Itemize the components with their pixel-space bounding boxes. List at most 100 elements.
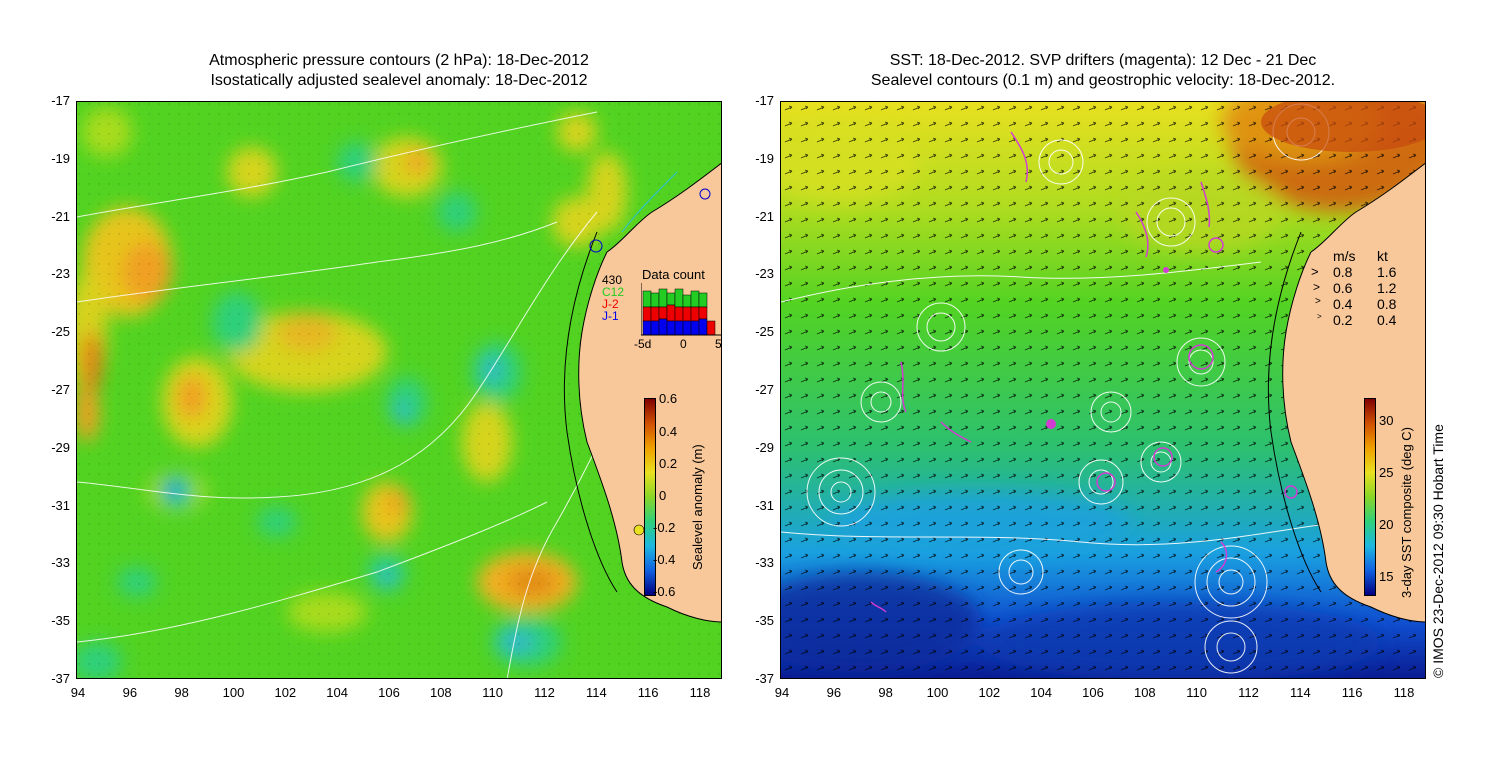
right-x-tick-label: 100 [926, 685, 949, 700]
left-x-tick-label: 106 [378, 685, 400, 700]
left-x-tick-label: 114 [585, 685, 607, 700]
left-x-tick-label: 96 [122, 685, 138, 700]
right-x-tick-label: 110 [1186, 685, 1208, 700]
sealevel-contours [781, 103, 1342, 674]
left-y-tick-label: -29 [51, 439, 70, 455]
right-x-tick-label: 94 [774, 685, 790, 700]
imos-credit: © IMOS 23-Dec-2012 09:30 Hobart Time [1430, 424, 1446, 678]
velocity-legend-ms-header: m/s [1333, 248, 1356, 264]
svp-drifter-tracks [870, 131, 1298, 613]
left-x-tick-label: 110 [482, 685, 504, 700]
sst-colorbar-tick: 15 [1379, 569, 1394, 584]
velocity-legend-ms: 0.8 [1333, 264, 1353, 280]
velocity-legend-ms: 0.4 [1333, 296, 1353, 312]
right-x-tick-label: 112 [1238, 685, 1259, 700]
colorbar-tick: -0.6 [653, 584, 676, 599]
left-title-line2: Isostatically adjusted sealevel anomaly:… [210, 72, 588, 89]
velocity-arrow-icon: > [1313, 280, 1321, 294]
legend-series-j2: J-2 [602, 297, 619, 311]
left-x-tick-label: 100 [222, 685, 245, 700]
velocity-legend-kt: 0.8 [1377, 296, 1397, 312]
right-y-tick-label: -29 [755, 439, 774, 455]
data-count-bars [641, 283, 721, 336]
colorbar-tick: 0 [659, 488, 667, 503]
legend-series-c12: C12 [602, 285, 625, 299]
sst-colorbar [1364, 398, 1376, 596]
right-y-tick-label: -35 [755, 613, 774, 629]
coastal-marker [699, 188, 711, 200]
data-count-title: Data count [642, 267, 705, 282]
sealevel-colorbar-label: Sealevel anomaly (m) [690, 444, 705, 570]
sealevel-colorbar [644, 398, 656, 596]
left-x-tick-label: 118 [689, 685, 711, 700]
velocity-arrow-icon: > [1317, 312, 1322, 321]
left-y-tick-label: -17 [51, 93, 70, 108]
left-x-tick-label: 108 [429, 685, 452, 700]
bar-stack [642, 288, 716, 336]
left-x-tick-label: 112 [534, 685, 555, 700]
right-title-line2: Sealevel contours (0.1 m) and geostrophi… [870, 72, 1336, 89]
velocity-legend-kt: 1.6 [1377, 264, 1397, 280]
right-x-tick-label: 114 [1289, 685, 1311, 700]
inset-x-tick: 0 [680, 337, 687, 351]
left-y-tick-label: -37 [51, 671, 70, 686]
left-x-tick-label: 102 [274, 685, 297, 700]
left-y-tick-label: -19 [51, 150, 70, 166]
velocity-legend-ms: 0.2 [1333, 312, 1353, 328]
velocity-legend-kt: 1.2 [1377, 280, 1397, 296]
left-x-tick-label: 104 [326, 685, 348, 700]
velocity-legend-kt-header: kt [1377, 248, 1388, 264]
left-y-tick-label: -31 [51, 497, 70, 513]
velocity-arrow-icon: > [1315, 296, 1321, 307]
right-x-tick-label: 116 [1341, 685, 1363, 700]
left-x-tick-label: 116 [637, 685, 659, 700]
right-y-tick-label: -17 [755, 93, 774, 108]
drifter-marker [1163, 267, 1169, 273]
inset-x-tick: 5 [715, 337, 722, 351]
velocity-legend-kt: 0.4 [1377, 312, 1397, 328]
right-x-tick-label: 96 [826, 685, 842, 700]
left-y-tick-label: -23 [51, 266, 70, 282]
right-y-tick-label: -23 [755, 266, 774, 282]
legend-series-j1: J-1 [602, 309, 619, 323]
colorbar-tick: -0.4 [653, 552, 676, 567]
left-y-tick-label: -35 [51, 613, 70, 629]
right-x-tick-label: 102 [978, 685, 1001, 700]
sst-colorbar-label: 3-day SST composite (deg C) [1399, 427, 1414, 598]
right-x-tick-label: 98 [878, 685, 893, 700]
sealevel-anomaly-map[interactable]: Data count 430 C12 J-2 J-1 [76, 101, 722, 679]
colorbar-tick: 0.2 [659, 456, 678, 471]
right-y-tick-label: -37 [755, 671, 774, 686]
right-y-tick-label: -27 [755, 382, 774, 397]
right-x-tick-label: 108 [1133, 685, 1156, 700]
right-x-tick-label: 106 [1082, 685, 1104, 700]
right-y-tick-label: -33 [755, 555, 774, 571]
pressure-contours [77, 111, 638, 678]
right-y-tick-label: -19 [755, 150, 774, 166]
coastal-marker [589, 239, 603, 253]
velocity-arrow-icon: > [1311, 264, 1319, 279]
left-x-tick-label: 98 [174, 685, 189, 700]
right-y-tick-label: -21 [755, 208, 774, 224]
inset-x-tick: -5d [634, 337, 652, 351]
left-y-tick-label: -33 [51, 555, 70, 571]
drifter-marker [1046, 419, 1056, 429]
sst-colorbar-tick: 30 [1379, 413, 1394, 428]
data-count-max: 430 [602, 273, 623, 287]
left-y-tick-label: -21 [51, 208, 70, 224]
colorbar-tick: 0.6 [659, 391, 678, 406]
right-title-line1: SST: 18-Dec-2012. SVP drifters (magenta)… [889, 52, 1317, 69]
left-title-line1: Atmospheric pressure contours (2 hPa): 1… [209, 52, 589, 69]
australia-landmass [1282, 163, 1425, 622]
right-y-tick-label: -31 [755, 497, 774, 513]
sealevel-anomaly-map-canvas [77, 102, 721, 678]
sst-map[interactable]: m/s kt > 0.8 1.6 > 0.6 1.2 > 0.4 0.8 > 0… [780, 101, 1426, 679]
sst-map-canvas [781, 102, 1425, 678]
right-x-tick-label: 118 [1393, 685, 1415, 700]
velocity-legend: m/s kt > 0.8 1.6 > 0.6 1.2 > 0.4 0.8 > 0… [1311, 248, 1421, 338]
left-y-tick-label: -25 [51, 324, 70, 340]
left-y-tick-label: -27 [51, 382, 70, 397]
data-count-inset: Data count 430 C12 J-2 J-1 [596, 265, 721, 360]
velocity-legend-ms: 0.6 [1333, 280, 1353, 296]
coastal-marker [633, 524, 645, 536]
